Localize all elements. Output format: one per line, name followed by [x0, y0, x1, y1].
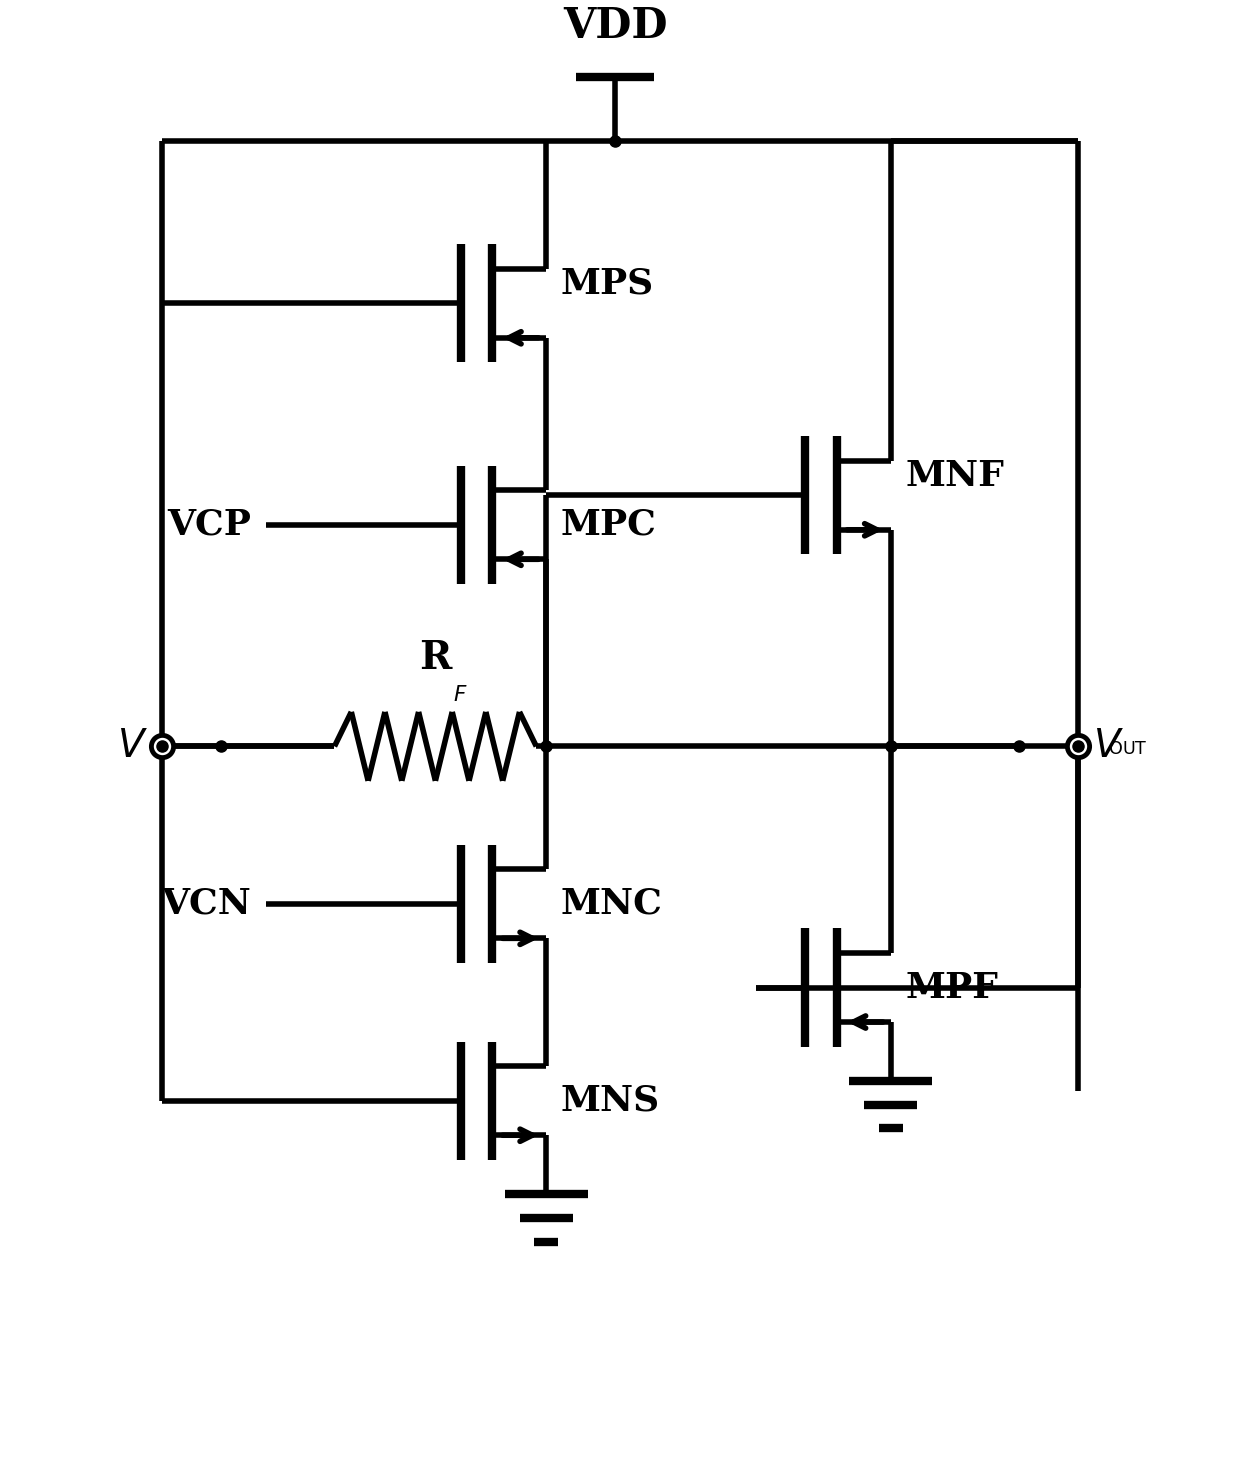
Text: R: R: [419, 640, 451, 677]
Text: MNF: MNF: [905, 458, 1004, 493]
Text: VDD: VDD: [563, 6, 667, 47]
Text: $_{\mathrm{OUT}}$: $_{\mathrm{OUT}}$: [1109, 733, 1147, 756]
Text: $V$: $V$: [117, 727, 148, 765]
Text: $_{\mathrm{IN}}$: $_{\mathrm{IN}}$: [151, 733, 170, 756]
Text: MNC: MNC: [560, 887, 663, 920]
Text: MPC: MPC: [560, 508, 657, 542]
Text: MPF: MPF: [905, 970, 998, 1004]
Text: VCN: VCN: [161, 887, 250, 920]
Text: MPS: MPS: [560, 267, 653, 301]
Text: $_F$: $_F$: [453, 675, 467, 705]
Text: $V$: $V$: [1092, 727, 1123, 765]
Text: VCP: VCP: [167, 508, 250, 542]
Text: MNS: MNS: [560, 1083, 660, 1117]
